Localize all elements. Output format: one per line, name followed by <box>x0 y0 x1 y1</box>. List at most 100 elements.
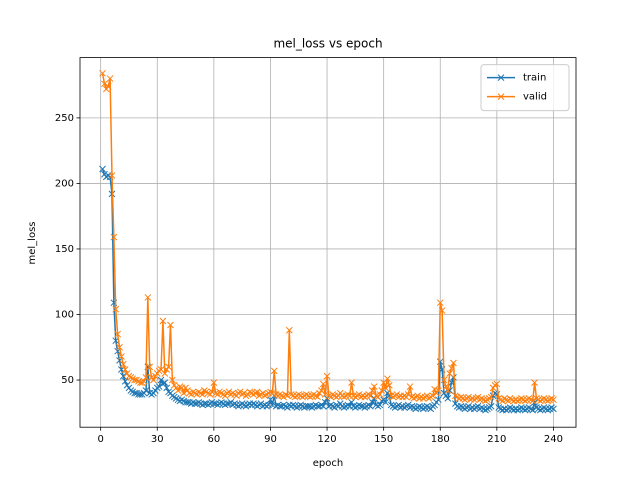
marker <box>131 376 138 384</box>
marker <box>118 353 125 360</box>
marker <box>323 372 331 380</box>
marker <box>367 392 374 400</box>
marker <box>199 391 206 398</box>
marker <box>435 396 442 404</box>
marker <box>119 360 127 368</box>
marker <box>376 391 384 398</box>
x-tick-label: 30 <box>151 434 164 445</box>
marker <box>174 387 182 394</box>
marker <box>108 172 116 179</box>
x-tick-label: 240 <box>544 434 563 445</box>
marker <box>131 389 138 397</box>
marker <box>142 374 150 381</box>
marker <box>550 396 557 404</box>
marker <box>438 307 446 314</box>
marker <box>406 383 414 390</box>
legend-label: valid <box>523 92 547 103</box>
legend-box <box>480 64 570 112</box>
marker <box>201 400 208 407</box>
x-tick-label: 150 <box>374 434 393 445</box>
marker <box>348 379 355 386</box>
marker <box>144 294 152 301</box>
marker <box>367 402 374 410</box>
marker <box>119 372 127 380</box>
legend-label: train <box>523 73 546 84</box>
marker <box>150 376 157 384</box>
marker <box>223 400 231 407</box>
marker <box>270 367 278 375</box>
marker <box>253 388 261 396</box>
y-axis-label: mel_loss <box>27 222 38 265</box>
marker <box>116 343 123 351</box>
marker <box>140 377 148 385</box>
chart-title: mel_loss vs epoch <box>273 37 382 51</box>
marker <box>210 400 218 407</box>
marker <box>157 376 165 384</box>
marker <box>436 299 444 307</box>
marker <box>99 165 106 173</box>
marker <box>319 380 327 388</box>
marker <box>163 384 171 392</box>
marker <box>493 380 501 388</box>
marker <box>384 375 391 383</box>
marker <box>184 398 191 406</box>
marker <box>136 379 144 386</box>
marker <box>167 321 174 329</box>
marker <box>550 405 557 413</box>
marker <box>378 387 386 394</box>
y-tick-label: 200 <box>55 178 74 189</box>
legend: train valid <box>480 64 570 112</box>
marker <box>321 391 329 398</box>
marker <box>487 402 495 410</box>
marker <box>431 385 438 393</box>
x-tick-label: 210 <box>487 434 506 445</box>
marker <box>529 406 537 414</box>
legend-marker <box>497 93 505 100</box>
marker <box>155 383 163 390</box>
x-tick-label: 180 <box>431 434 450 445</box>
y-tick-label: 150 <box>55 244 74 255</box>
marker <box>368 398 376 406</box>
marker <box>136 391 144 398</box>
marker <box>268 389 276 397</box>
marker <box>304 402 312 410</box>
marker <box>146 363 154 371</box>
marker <box>165 363 172 371</box>
marker <box>161 370 169 377</box>
x-axis-label: epoch <box>313 458 343 469</box>
marker <box>440 376 448 384</box>
marker <box>487 393 495 401</box>
marker <box>357 402 365 410</box>
marker <box>429 392 437 400</box>
marker <box>180 389 188 397</box>
marker <box>442 383 450 390</box>
marker <box>168 376 176 384</box>
marker <box>121 366 129 373</box>
marker <box>368 387 376 394</box>
marker <box>348 398 355 406</box>
marker <box>385 381 393 389</box>
marker <box>444 387 452 394</box>
marker <box>104 83 112 90</box>
marker <box>285 326 293 334</box>
marker <box>404 391 412 398</box>
marker <box>448 364 455 372</box>
marker <box>210 379 218 386</box>
marker <box>110 233 118 241</box>
y-tick-label: 250 <box>55 113 74 124</box>
marker <box>444 395 452 402</box>
marker <box>106 75 114 82</box>
marker <box>382 384 389 392</box>
marker <box>435 387 442 394</box>
marker <box>370 383 378 390</box>
marker <box>101 80 108 88</box>
marker <box>159 317 167 325</box>
x-tick-label: 0 <box>97 434 103 445</box>
y-tick-label: 100 <box>55 309 74 320</box>
marker <box>314 402 321 410</box>
marker <box>376 401 384 409</box>
x-tick-label: 120 <box>318 434 337 445</box>
y-tick-label: 50 <box>61 375 74 386</box>
marker <box>314 393 321 401</box>
